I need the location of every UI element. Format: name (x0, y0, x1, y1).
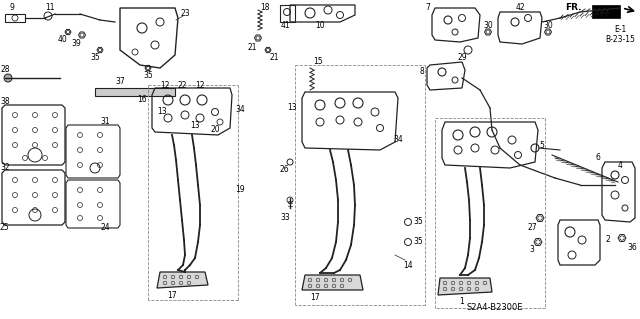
Text: 26: 26 (279, 166, 289, 174)
Text: 8: 8 (419, 68, 424, 77)
Text: 14: 14 (403, 261, 413, 270)
Text: 21: 21 (269, 54, 279, 63)
Text: 4: 4 (618, 160, 623, 169)
Text: 35: 35 (143, 70, 153, 79)
Text: 40: 40 (57, 35, 67, 44)
Text: 31: 31 (100, 117, 110, 127)
Text: 2: 2 (605, 235, 611, 244)
Text: 13: 13 (190, 121, 200, 130)
Text: 30: 30 (483, 20, 493, 29)
Polygon shape (157, 272, 208, 288)
Text: 36: 36 (627, 243, 637, 253)
Text: E-1: E-1 (614, 26, 626, 34)
Text: 11: 11 (45, 4, 55, 12)
Text: 12: 12 (195, 80, 205, 90)
Text: 21: 21 (247, 42, 257, 51)
Text: 19: 19 (235, 186, 245, 195)
Text: 18: 18 (260, 4, 269, 12)
Text: 9: 9 (10, 4, 15, 12)
Text: 42: 42 (515, 4, 525, 12)
Text: 30: 30 (543, 20, 553, 29)
Text: 37: 37 (115, 78, 125, 86)
Polygon shape (95, 88, 175, 96)
Text: 5: 5 (540, 140, 545, 150)
Text: 13: 13 (287, 103, 297, 113)
Text: 25: 25 (0, 224, 10, 233)
Polygon shape (592, 5, 620, 18)
Polygon shape (302, 275, 363, 290)
Text: B-23-15: B-23-15 (605, 35, 635, 44)
Text: 20: 20 (210, 125, 220, 135)
Text: 17: 17 (310, 293, 320, 302)
Text: 32: 32 (0, 162, 10, 172)
Text: 22: 22 (177, 80, 187, 90)
Text: 13: 13 (157, 108, 167, 116)
Text: 10: 10 (315, 20, 325, 29)
Text: 35: 35 (90, 54, 100, 63)
Text: 16: 16 (137, 95, 147, 105)
Text: 29: 29 (457, 54, 467, 63)
Text: 7: 7 (425, 4, 430, 12)
Text: 28: 28 (0, 65, 10, 75)
Text: 12: 12 (160, 80, 170, 90)
Text: 33: 33 (280, 213, 290, 222)
Circle shape (4, 74, 12, 82)
Text: FR.: FR. (566, 4, 582, 12)
Text: 38: 38 (0, 98, 10, 107)
Text: 15: 15 (313, 57, 323, 66)
Text: S2A4-B2300E: S2A4-B2300E (467, 303, 524, 313)
Text: 34: 34 (235, 106, 245, 115)
Text: 1: 1 (460, 298, 465, 307)
Text: 35: 35 (413, 218, 423, 226)
Text: 41: 41 (280, 20, 290, 29)
Text: 23: 23 (180, 10, 190, 19)
Text: 34: 34 (393, 136, 403, 145)
Text: 35: 35 (413, 238, 423, 247)
Text: 6: 6 (595, 153, 600, 162)
Polygon shape (438, 278, 492, 295)
Text: 17: 17 (167, 291, 177, 300)
Text: 27: 27 (527, 224, 537, 233)
Text: 3: 3 (529, 246, 534, 255)
Text: 39: 39 (71, 39, 81, 48)
Text: 24: 24 (100, 224, 110, 233)
